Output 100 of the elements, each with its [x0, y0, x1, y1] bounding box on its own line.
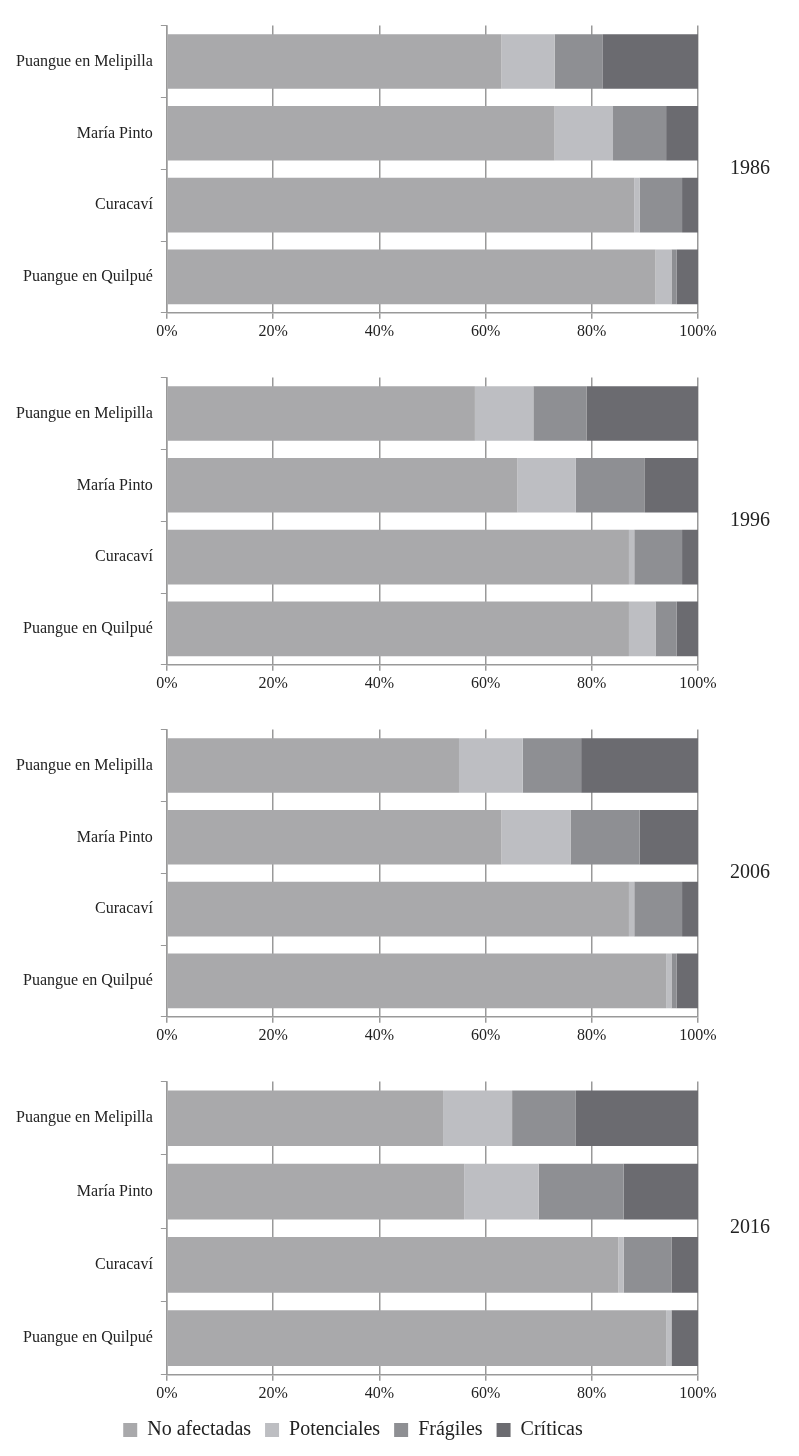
y-tick-label: María Pinto	[76, 475, 153, 493]
bar	[464, 1163, 539, 1220]
bar	[671, 953, 677, 1009]
x-tick-label: 20%	[258, 321, 288, 339]
bar	[639, 177, 683, 233]
y-tick-label: María Pinto	[76, 1181, 153, 1199]
bar	[167, 953, 667, 1009]
bar	[167, 249, 656, 305]
text: 1986	[730, 156, 770, 179]
y-tick-label: Puangue en Quilpué	[23, 971, 153, 990]
bar	[623, 1237, 672, 1293]
y-tick-label: Puangue en Melipilla	[16, 755, 153, 774]
y-tick-label: María Pinto	[76, 123, 153, 141]
bar	[623, 1163, 698, 1220]
y-tick-label: Curacaví	[95, 1255, 154, 1273]
bar	[634, 177, 640, 233]
x-tick-label: 20%	[258, 1025, 288, 1043]
x-tick-label: 100%	[679, 1383, 717, 1401]
bar	[671, 1310, 698, 1366]
x-tick-label: 40%	[364, 1383, 394, 1401]
bar	[167, 1163, 465, 1220]
x-tick-label: 40%	[364, 321, 394, 339]
bar	[666, 106, 698, 161]
bar	[644, 458, 698, 513]
text: 1996	[730, 508, 770, 531]
legend-label: No afectadas	[147, 1417, 252, 1440]
bar	[443, 1090, 513, 1147]
x-tick-label: 60%	[470, 1383, 501, 1401]
bar	[682, 529, 698, 585]
bar	[474, 386, 534, 441]
bar	[501, 34, 555, 89]
bar	[167, 177, 635, 233]
bar	[167, 106, 555, 161]
bar	[167, 881, 629, 937]
y-tick-label: Puangue en Melipilla	[16, 51, 153, 70]
bar	[458, 738, 523, 793]
x-tick-label: 0%	[156, 673, 178, 691]
bar	[634, 529, 683, 585]
bar	[581, 738, 698, 793]
bar	[575, 1090, 698, 1147]
bar	[676, 249, 698, 305]
legend-label: Potenciales	[289, 1417, 381, 1440]
x-tick-label: 0%	[156, 1383, 178, 1401]
bar	[167, 1237, 619, 1293]
bar	[522, 738, 582, 793]
y-tick-label: Puangue en Quilpué	[23, 267, 153, 286]
x-tick-label: 40%	[364, 673, 394, 691]
bar	[618, 1237, 624, 1293]
bar	[167, 601, 629, 657]
bar	[655, 601, 677, 657]
bar	[676, 601, 698, 657]
bar	[501, 810, 571, 865]
bar	[167, 738, 459, 793]
x-tick-label: 40%	[364, 1025, 394, 1043]
legend-label: Críticas	[520, 1417, 583, 1440]
bar	[512, 1090, 576, 1147]
bar	[671, 1237, 698, 1293]
x-tick-label: 100%	[679, 673, 717, 691]
x-tick-label: 80%	[577, 1383, 607, 1401]
bar	[167, 810, 502, 865]
bar	[586, 386, 698, 441]
bar	[167, 386, 475, 441]
x-tick-label: 100%	[679, 321, 717, 339]
y-tick-label: Curacaví	[95, 195, 154, 213]
bar	[533, 386, 587, 441]
bar	[655, 249, 672, 305]
bar	[628, 601, 656, 657]
x-tick-label: 60%	[470, 673, 501, 691]
bar	[602, 34, 698, 89]
bar	[613, 106, 667, 161]
text: 2006	[730, 860, 770, 883]
bar	[167, 458, 518, 513]
x-tick-label: 80%	[577, 1025, 607, 1043]
bar	[682, 881, 698, 937]
y-tick-label: Curacaví	[95, 899, 154, 917]
bar	[666, 953, 672, 1009]
bar	[676, 953, 698, 1009]
legend-label: Frágiles	[418, 1417, 483, 1441]
x-tick-label: 20%	[258, 1383, 288, 1401]
bar	[671, 249, 677, 305]
bar	[666, 1310, 672, 1366]
bar	[639, 810, 698, 865]
y-tick-label: Curacaví	[95, 547, 154, 565]
bar	[167, 1090, 444, 1147]
y-tick-label: Puangue en Melipilla	[16, 1108, 153, 1127]
bar	[167, 1310, 667, 1366]
y-tick-label: Puangue en Quilpué	[23, 619, 153, 638]
x-tick-label: 60%	[470, 1025, 501, 1043]
x-tick-label: 0%	[156, 321, 178, 339]
bar	[634, 881, 683, 937]
y-tick-label: Puangue en Melipilla	[16, 403, 153, 422]
x-tick-label: 80%	[577, 321, 607, 339]
x-tick-label: 20%	[258, 673, 288, 691]
bar	[517, 458, 576, 513]
bar	[682, 177, 698, 233]
y-tick-label: Puangue en Quilpué	[23, 1328, 153, 1347]
x-tick-label: 80%	[577, 673, 607, 691]
bar	[554, 106, 614, 161]
bar	[167, 529, 629, 585]
bar	[628, 881, 635, 937]
